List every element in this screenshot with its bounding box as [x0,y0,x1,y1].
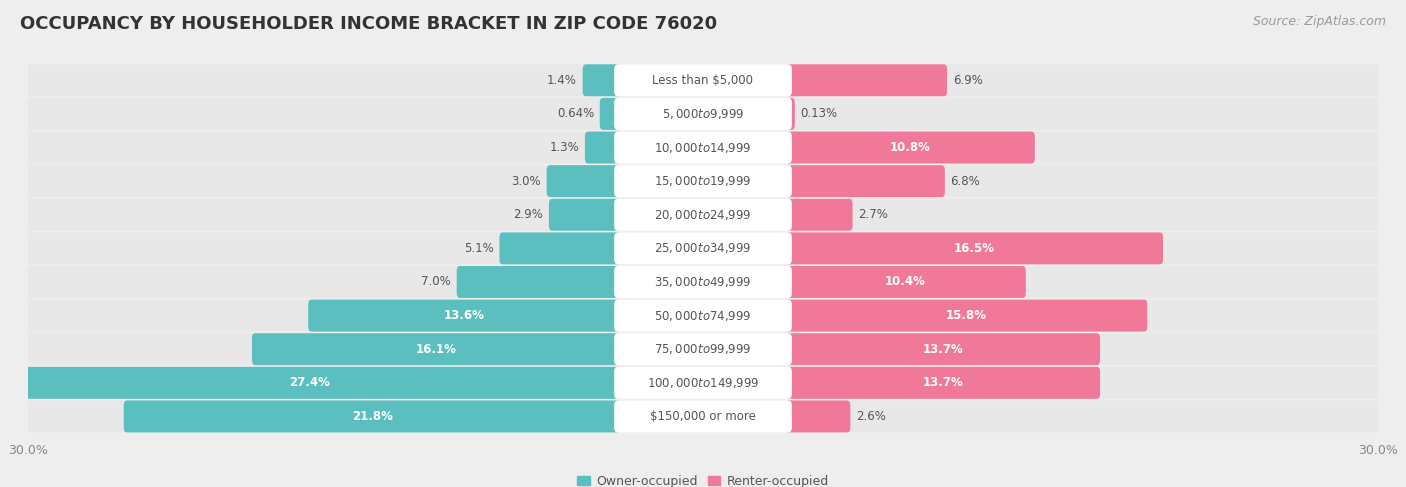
FancyBboxPatch shape [25,131,1381,164]
Text: 3.0%: 3.0% [512,175,541,187]
Text: $150,000 or more: $150,000 or more [650,410,756,423]
Text: OCCUPANCY BY HOUSEHOLDER INCOME BRACKET IN ZIP CODE 76020: OCCUPANCY BY HOUSEHOLDER INCOME BRACKET … [20,15,717,33]
FancyBboxPatch shape [614,199,792,231]
Text: $25,000 to $34,999: $25,000 to $34,999 [654,242,752,255]
FancyBboxPatch shape [582,64,621,96]
FancyBboxPatch shape [785,98,794,130]
Text: 0.64%: 0.64% [557,108,595,120]
FancyBboxPatch shape [614,98,792,130]
FancyBboxPatch shape [600,98,621,130]
Text: Source: ZipAtlas.com: Source: ZipAtlas.com [1253,15,1386,28]
Text: 16.5%: 16.5% [953,242,994,255]
FancyBboxPatch shape [547,165,621,197]
FancyBboxPatch shape [614,367,792,399]
FancyBboxPatch shape [308,300,621,332]
FancyBboxPatch shape [25,98,1381,130]
FancyBboxPatch shape [785,400,851,432]
FancyBboxPatch shape [614,64,792,96]
FancyBboxPatch shape [785,367,1099,399]
FancyBboxPatch shape [785,232,1163,264]
Text: $20,000 to $24,999: $20,000 to $24,999 [654,208,752,222]
FancyBboxPatch shape [614,400,792,432]
FancyBboxPatch shape [785,333,1099,365]
FancyBboxPatch shape [614,333,792,365]
Text: 0.13%: 0.13% [800,108,838,120]
FancyBboxPatch shape [614,131,792,164]
FancyBboxPatch shape [614,232,792,264]
Text: $10,000 to $14,999: $10,000 to $14,999 [654,141,752,154]
FancyBboxPatch shape [585,131,621,164]
FancyBboxPatch shape [457,266,621,298]
Text: $100,000 to $149,999: $100,000 to $149,999 [647,376,759,390]
FancyBboxPatch shape [25,400,1381,432]
FancyBboxPatch shape [614,165,792,197]
Text: $50,000 to $74,999: $50,000 to $74,999 [654,309,752,322]
Text: 5.1%: 5.1% [464,242,494,255]
Text: 6.8%: 6.8% [950,175,980,187]
Text: Less than $5,000: Less than $5,000 [652,74,754,87]
FancyBboxPatch shape [785,300,1147,332]
FancyBboxPatch shape [25,165,1381,197]
Text: 21.8%: 21.8% [352,410,392,423]
FancyBboxPatch shape [785,131,1035,164]
Text: 16.1%: 16.1% [416,343,457,356]
FancyBboxPatch shape [785,64,948,96]
FancyBboxPatch shape [252,333,621,365]
FancyBboxPatch shape [25,367,1381,399]
Text: 7.0%: 7.0% [422,276,451,288]
Text: 13.7%: 13.7% [922,343,963,356]
Text: 27.4%: 27.4% [288,376,330,389]
Text: $15,000 to $19,999: $15,000 to $19,999 [654,174,752,188]
Text: 10.8%: 10.8% [890,141,931,154]
FancyBboxPatch shape [614,300,792,332]
FancyBboxPatch shape [25,232,1381,264]
FancyBboxPatch shape [25,199,1381,231]
Text: 1.3%: 1.3% [550,141,579,154]
Text: 2.6%: 2.6% [856,410,886,423]
FancyBboxPatch shape [25,266,1381,298]
Text: 1.4%: 1.4% [547,74,576,87]
FancyBboxPatch shape [499,232,621,264]
Text: 13.6%: 13.6% [444,309,485,322]
Text: 13.7%: 13.7% [922,376,963,389]
Text: 2.7%: 2.7% [858,208,889,221]
Text: 6.9%: 6.9% [953,74,983,87]
Text: 15.8%: 15.8% [946,309,987,322]
Text: $35,000 to $49,999: $35,000 to $49,999 [654,275,752,289]
FancyBboxPatch shape [124,400,621,432]
Text: 2.9%: 2.9% [513,208,543,221]
FancyBboxPatch shape [25,300,1381,332]
Legend: Owner-occupied, Renter-occupied: Owner-occupied, Renter-occupied [572,470,834,487]
Text: $5,000 to $9,999: $5,000 to $9,999 [662,107,744,121]
FancyBboxPatch shape [785,266,1026,298]
FancyBboxPatch shape [25,64,1381,96]
FancyBboxPatch shape [548,199,621,231]
Text: $75,000 to $99,999: $75,000 to $99,999 [654,342,752,356]
FancyBboxPatch shape [785,165,945,197]
Text: 10.4%: 10.4% [884,276,927,288]
FancyBboxPatch shape [614,266,792,298]
FancyBboxPatch shape [0,367,621,399]
FancyBboxPatch shape [785,199,852,231]
FancyBboxPatch shape [25,333,1381,365]
